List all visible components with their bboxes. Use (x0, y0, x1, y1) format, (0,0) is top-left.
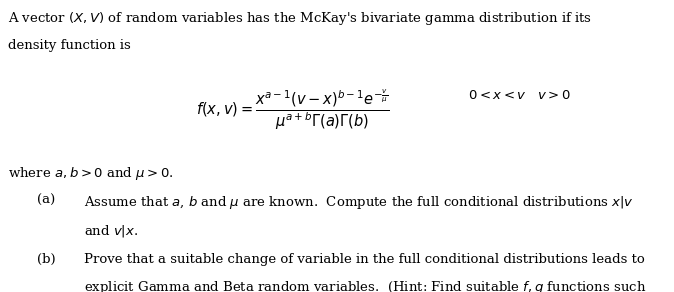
Text: where $a, b > 0$ and $\mu > 0$.: where $a, b > 0$ and $\mu > 0$. (8, 165, 174, 182)
Text: (a): (a) (37, 194, 55, 207)
Text: explicit Gamma and Beta random variables.  (Hint: Find suitable $f, g$ functions: explicit Gamma and Beta random variables… (84, 279, 646, 292)
Text: $f(x,v) = \dfrac{x^{a-1}(v-x)^{b-1}e^{-\frac{v}{\mu}}}{\mu^{a+b}\Gamma(a)\Gamma(: $f(x,v) = \dfrac{x^{a-1}(v-x)^{b-1}e^{-\… (196, 88, 390, 132)
Text: Assume that $a$, $b$ and $\mu$ are known.  Compute the full conditional distribu: Assume that $a$, $b$ and $\mu$ are known… (84, 194, 634, 211)
Text: Prove that a suitable change of variable in the full conditional distributions l: Prove that a suitable change of variable… (84, 253, 645, 266)
Text: density function is: density function is (8, 39, 131, 53)
Text: and $v|x$.: and $v|x$. (84, 223, 139, 239)
Text: $0 < x < v \quad v > 0$: $0 < x < v \quad v > 0$ (468, 89, 572, 102)
Text: A vector $(X,V)$ of random variables has the McKay's bivariate gamma distributio: A vector $(X,V)$ of random variables has… (8, 10, 592, 27)
Text: (b): (b) (37, 253, 56, 266)
